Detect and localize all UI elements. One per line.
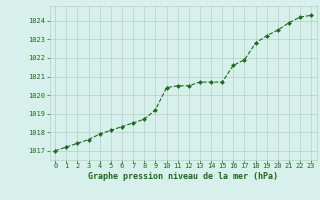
X-axis label: Graphe pression niveau de la mer (hPa): Graphe pression niveau de la mer (hPa) (88, 172, 278, 181)
